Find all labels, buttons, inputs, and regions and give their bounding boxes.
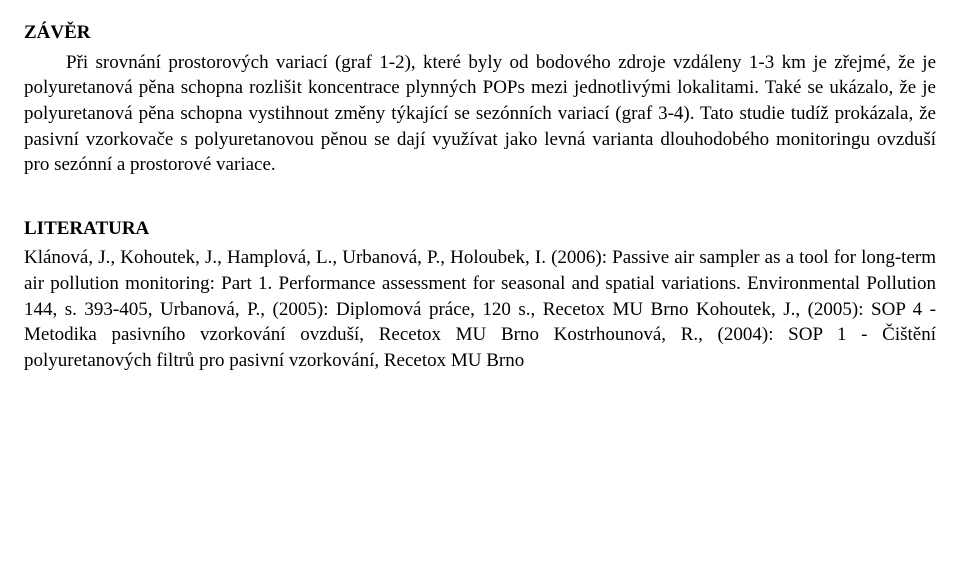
literature-references: Klánová, J., Kohoutek, J., Hamplová, L.,… [24,245,936,373]
conclusion-heading: ZÁVĚR [24,20,936,46]
conclusion-paragraph: Při srovnání prostorových variací (graf … [24,50,936,178]
literature-heading: LITERATURA [24,216,936,242]
